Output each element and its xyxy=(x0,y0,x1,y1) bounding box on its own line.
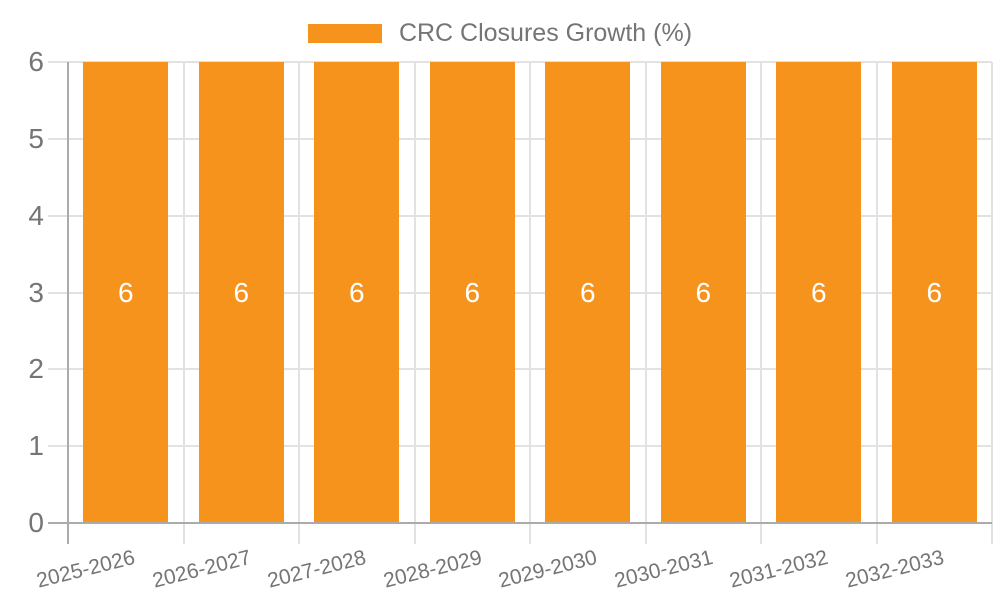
legend-label: CRC Closures Growth (%) xyxy=(398,19,693,47)
bar-value-label: 6 xyxy=(810,276,827,308)
bar xyxy=(314,62,400,523)
bar xyxy=(83,62,169,523)
bar xyxy=(545,62,631,523)
x-gridline xyxy=(413,62,416,544)
y-axis-tick-label: 5 xyxy=(28,122,44,154)
bar xyxy=(429,62,515,523)
bar-value-label: 6 xyxy=(233,276,250,308)
y-axis-tick-label: 4 xyxy=(28,199,44,231)
x-axis-tick-label: 2026-2027 xyxy=(150,545,254,593)
x-axis-tick-label: 2029-2030 xyxy=(496,545,600,593)
bar-value-label: 6 xyxy=(926,276,943,308)
bar-value-label: 6 xyxy=(464,276,481,308)
x-axis-tick-label: 2032-2033 xyxy=(843,545,947,593)
x-gridline xyxy=(991,62,993,544)
y-axis-tick-label: 3 xyxy=(28,276,44,308)
bar-value-label: 6 xyxy=(695,276,712,308)
y-axis-tick-label: 6 xyxy=(28,46,44,77)
x-gridline xyxy=(644,62,647,544)
x-axis-tick-label: 2025-2026 xyxy=(34,545,138,593)
x-gridline xyxy=(760,62,762,544)
bar-value-label: 6 xyxy=(348,276,365,308)
y-gridline xyxy=(48,368,992,371)
x-axis-tick-label: 2028-2029 xyxy=(381,545,485,593)
x-axis-tick-label: 2027-2028 xyxy=(265,545,369,593)
x-gridline xyxy=(875,62,878,544)
x-gridline xyxy=(182,62,185,544)
y-axis-tick-label: 2 xyxy=(28,353,44,385)
bar-value-label: 6 xyxy=(579,276,596,308)
y-gridline xyxy=(48,445,992,448)
y-gridline xyxy=(48,61,992,63)
y-axis-tick-label: 1 xyxy=(28,430,44,462)
bar xyxy=(198,62,284,523)
x-axis-tick-label: 2031-2032 xyxy=(727,545,831,593)
bar xyxy=(776,62,862,523)
y-gridline xyxy=(48,137,992,140)
x-gridline xyxy=(298,62,300,544)
bar-value-label: 6 xyxy=(117,276,134,308)
y-axis-line xyxy=(67,62,69,544)
legend-swatch xyxy=(307,23,382,43)
y-axis-tick-label: 0 xyxy=(28,507,44,538)
x-axis-line xyxy=(48,522,992,524)
x-axis-tick-label: 2030-2031 xyxy=(612,545,716,593)
x-gridline xyxy=(529,62,531,544)
legend[interactable]: CRC Closures Growth (%) xyxy=(0,17,1000,49)
y-gridline xyxy=(48,291,992,294)
bar xyxy=(891,62,977,523)
y-gridline xyxy=(48,214,992,217)
bar xyxy=(660,62,746,523)
